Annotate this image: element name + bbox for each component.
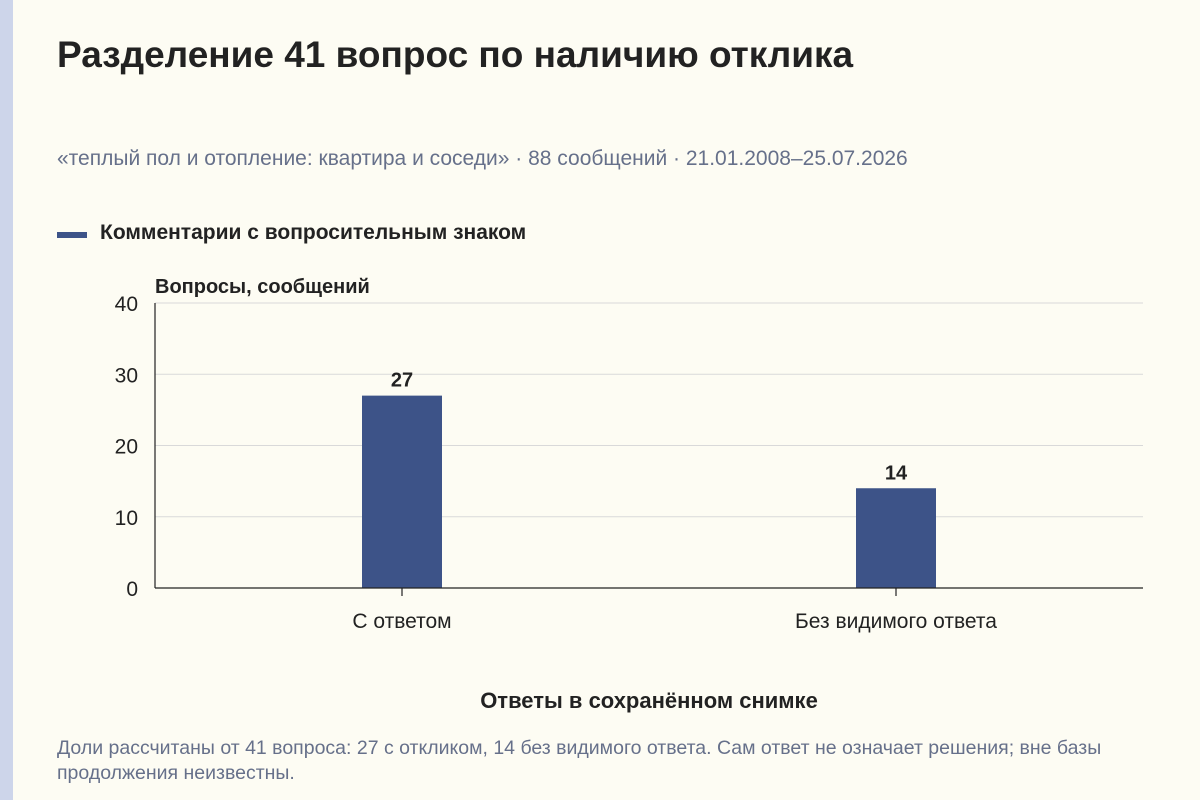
legend-label: Комментарии с вопросительным знаком (100, 221, 527, 244)
y-tick-label: 20 (115, 436, 138, 459)
y-tick-label: 0 (126, 578, 138, 601)
legend-swatch (57, 231, 87, 238)
footnote: Доли рассчитаны от 41 вопроса: 27 с откл… (57, 737, 1102, 784)
legend: Комментарии с вопросительным знаком (57, 218, 526, 248)
data-label: 14 (885, 462, 908, 484)
y-tick-label: 10 (115, 507, 138, 530)
y-axis-title: Вопросы, сообщений (155, 276, 370, 298)
grid-lines (155, 302, 1143, 518)
side-accent-strip (0, 0, 13, 800)
bar (362, 395, 442, 588)
x-axis-title: Ответы в сохранённом снимке (480, 688, 818, 713)
labels: 0 10 20 30 40 Вопросы, сообщений 27 С ответом 14… (115, 276, 998, 713)
bars (362, 395, 936, 588)
data-label: 27 (391, 370, 413, 392)
bar (856, 488, 936, 588)
y-tick-label: 40 (115, 293, 138, 316)
y-tick-label: 30 (115, 364, 138, 387)
chart-title: Разделение 41 вопрос по наличию отклика (57, 34, 854, 75)
axes (154, 303, 1143, 596)
x-category-label: С ответом (352, 610, 451, 633)
chart-subtitle: «теплый пол и отопление: квартира и сосе… (57, 147, 908, 170)
x-category-label: Без видимого ответа (795, 610, 997, 633)
